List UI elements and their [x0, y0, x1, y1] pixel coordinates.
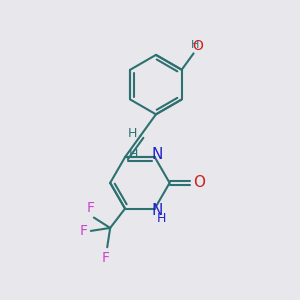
Text: O: O — [194, 176, 206, 190]
Text: N: N — [152, 147, 163, 162]
Text: N: N — [152, 203, 163, 218]
Text: F: F — [86, 201, 94, 214]
Text: H: H — [157, 212, 166, 225]
Text: H: H — [128, 127, 137, 140]
Text: F: F — [102, 251, 110, 265]
Text: H: H — [129, 148, 138, 161]
Text: H: H — [191, 40, 199, 50]
Text: F: F — [79, 224, 87, 238]
Text: O: O — [192, 39, 203, 53]
